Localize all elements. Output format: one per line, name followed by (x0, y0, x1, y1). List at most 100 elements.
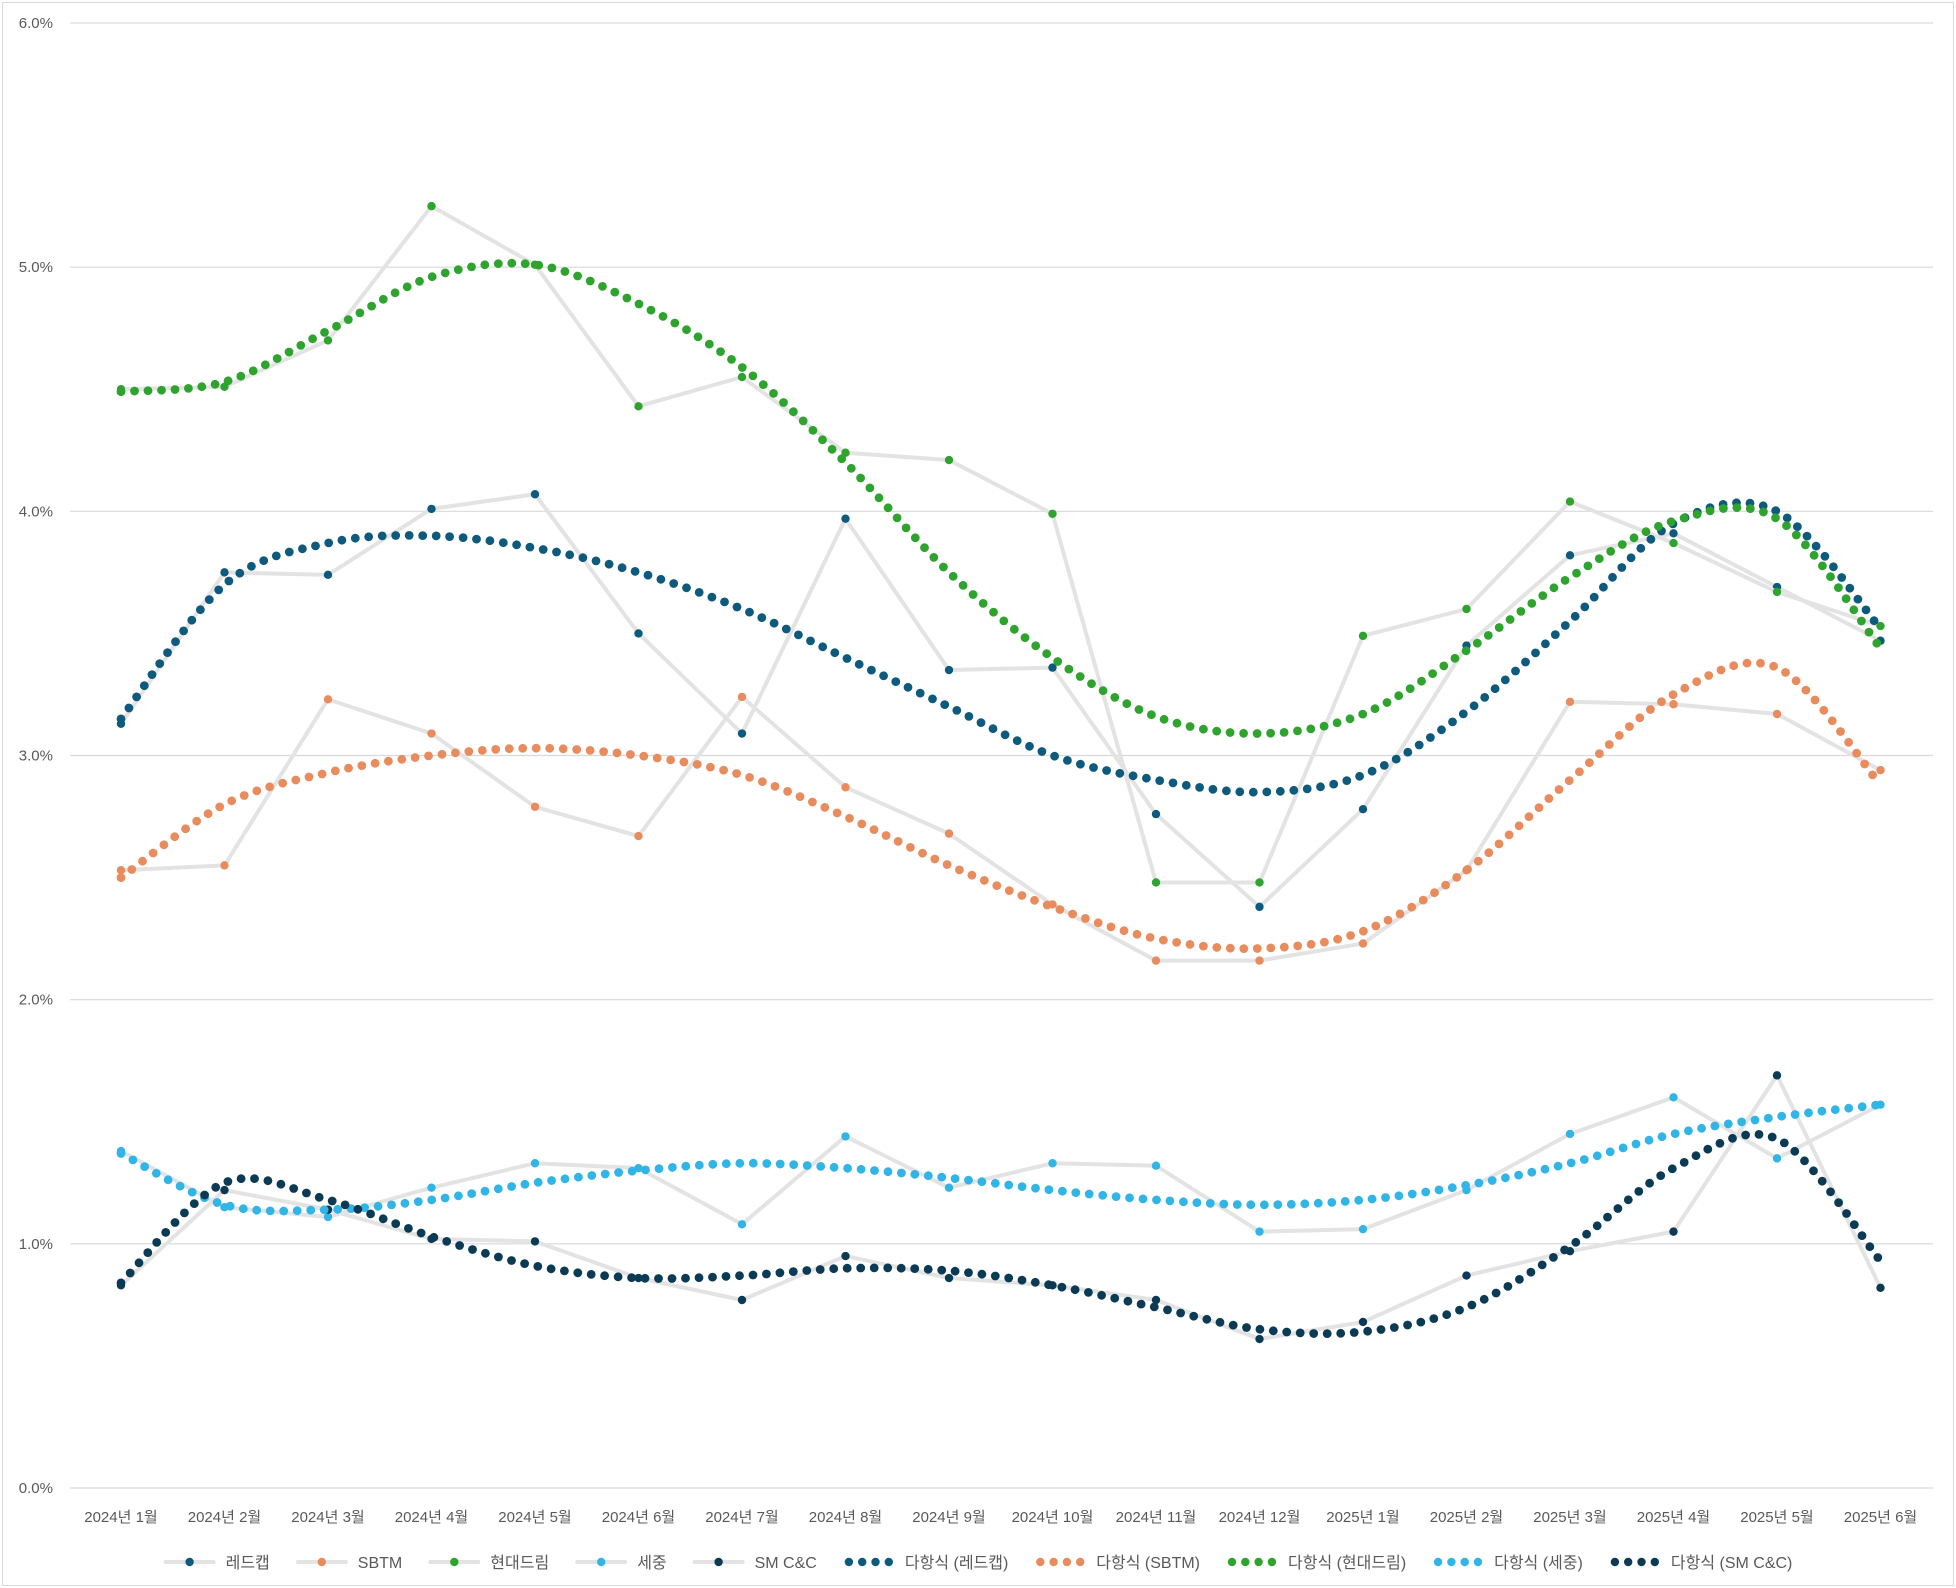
trend-dot (327, 1196, 337, 1206)
trend-dot (806, 636, 815, 646)
trend-dot (573, 271, 582, 281)
trend-dot (127, 865, 137, 874)
legend-label: 다항식 (현대드림) (1288, 1554, 1406, 1572)
trend-dot (762, 1269, 771, 1279)
trend-dot (1306, 724, 1316, 734)
trend-dot (978, 599, 988, 608)
trend-dot (1617, 540, 1627, 549)
trend-dot (832, 808, 842, 818)
trend-dot (445, 532, 454, 541)
legend-marker (597, 1557, 606, 1567)
legend-dot (1036, 1557, 1045, 1567)
trend-dot (1316, 782, 1325, 792)
trend-dot (560, 1266, 569, 1276)
trendline-5 (116, 498, 1879, 797)
trend-dot (613, 1272, 623, 1282)
line-chart: 0.0%1.0%2.0%3.0%4.0%5.0%6.0% 2024년 1월 202… (19, 15, 1933, 1572)
trend-dot (1657, 1132, 1667, 1142)
trend-dot (163, 1175, 173, 1185)
trend-dot (1172, 718, 1182, 728)
legend-item: 다항식 (세중) (1433, 1554, 1583, 1572)
trend-dot (387, 1200, 396, 1210)
data-point (1772, 587, 1782, 597)
trend-dot (1068, 909, 1077, 919)
trend-dot (1500, 675, 1510, 685)
trend-dot (402, 282, 412, 292)
trend-dot (1403, 747, 1413, 757)
trend-dot (1125, 1193, 1134, 1203)
trend-dot (1327, 1198, 1337, 1207)
trend-dot (1123, 1296, 1133, 1306)
trend-dot (1119, 926, 1129, 936)
trend-dot (1505, 615, 1515, 624)
trend-dot (1758, 501, 1768, 511)
trend-dot (990, 1271, 1000, 1281)
y-axis-ticks: 0.0% 1.0% 2.0% 3.0% 4.0% 5.0% 6.0% (19, 15, 53, 1497)
trend-dot (507, 258, 517, 268)
trend-dot (1255, 1324, 1265, 1334)
trend-dot (1625, 722, 1634, 731)
trend-dot (1000, 730, 1010, 740)
trend-dot (1418, 895, 1428, 905)
trend-dot (979, 876, 989, 885)
trend-dot (1017, 891, 1027, 900)
data-point (1876, 1283, 1885, 1292)
trend-dot (591, 556, 601, 566)
trend-dot (1192, 1198, 1202, 1207)
trend-dot (883, 1263, 893, 1273)
series-3 (116, 1093, 1885, 1236)
trend-dot (1830, 1105, 1840, 1115)
trend-dot (1809, 550, 1819, 560)
trend-dot (622, 293, 632, 303)
trend-dot (391, 1219, 401, 1228)
trend-dot (116, 387, 126, 397)
trend-dot (1354, 1195, 1364, 1205)
trend-dot (238, 1204, 248, 1214)
trend-dot (1329, 779, 1339, 789)
trend-dot (507, 1256, 516, 1265)
trend-dot (248, 366, 258, 376)
trend-dot (865, 483, 875, 493)
legend-dot (1433, 1557, 1443, 1567)
trend-dot (151, 1168, 161, 1178)
trend-dot (1017, 1182, 1027, 1191)
trend-dot (1084, 1189, 1094, 1199)
trend-dot (1383, 915, 1393, 925)
trend-dot (1599, 582, 1608, 592)
trend-dot (1537, 1260, 1547, 1270)
trend-dot (883, 503, 893, 513)
trend-dot (652, 753, 662, 763)
trend-dot (1293, 726, 1302, 736)
data-point (1151, 878, 1161, 887)
trend-dot (1759, 507, 1768, 517)
trend-dot (1031, 641, 1041, 651)
trend-dot (968, 590, 978, 599)
trend-dot (694, 1160, 704, 1170)
trend-dot (574, 1172, 583, 1182)
trend-dot (829, 1264, 839, 1274)
trend-dot (1857, 1231, 1867, 1240)
trend-dot (353, 1204, 363, 1214)
trend-dot (498, 538, 508, 548)
trend-dot (163, 648, 172, 657)
trend-dot (1697, 1123, 1706, 1133)
trend-dot (1273, 1200, 1283, 1209)
trend-dot (518, 743, 528, 753)
data-point (737, 372, 747, 382)
trend-dot (1491, 1288, 1501, 1298)
trend-dot (187, 615, 197, 625)
trend-dot (721, 1159, 731, 1169)
trend-dot (413, 1197, 423, 1206)
trend-dot (1239, 728, 1248, 738)
trend-dot (585, 276, 595, 286)
trend-dot (373, 1201, 383, 1211)
x-tick-label: 2024년 7월 (705, 1509, 778, 1526)
trend-dot (818, 435, 827, 445)
trend-dot (415, 276, 424, 286)
trend-dot (1181, 780, 1191, 790)
trend-dot (1430, 888, 1439, 898)
trend-dot (424, 751, 433, 761)
x-tick-label: 2025년 4월 (1637, 1509, 1710, 1526)
trend-dot (856, 473, 865, 483)
trend-dot (1817, 1106, 1827, 1116)
